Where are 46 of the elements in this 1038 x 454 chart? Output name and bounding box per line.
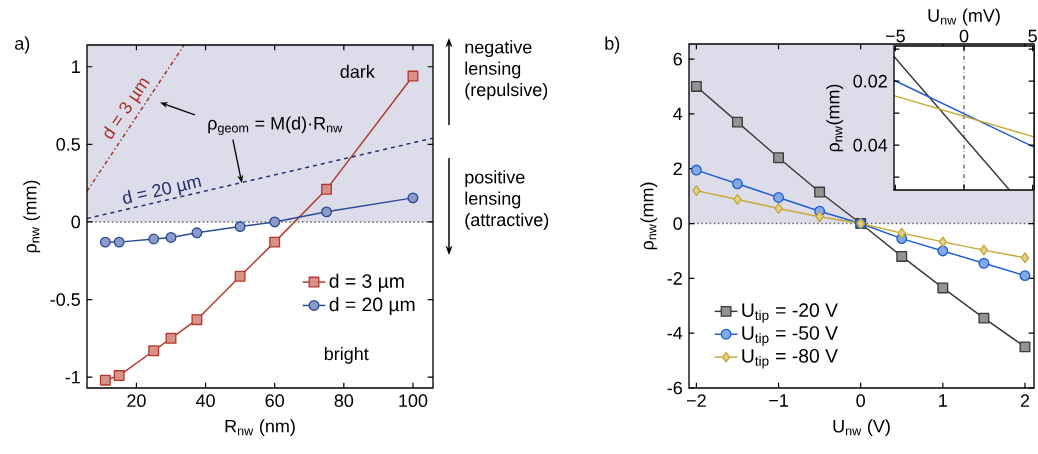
y-tick-label: 4 [673,107,683,121]
y-tick-label: 0 [71,215,81,229]
y-tick-label: 0 [673,217,683,230]
y-axis-title: ρ$_{nw}$(mm) [826,84,844,152]
y-tick-label: -0.5 [50,293,80,306]
x-tick-label: 60 [265,394,284,407]
x-axis-title: R$_{nw}$ (nm) [225,419,295,437]
chart-title: a) [15,36,30,54]
y-axis-title: ρ$_{nw}$(mm) [640,182,658,250]
annotation: dark [340,64,375,78]
y-tick-label: -6 [667,381,682,395]
chart-title: b) [605,36,620,54]
x-tick-label: −2 [687,394,706,407]
text: negative lensing (repulsive) [465,40,548,100]
x-axis-title: U$_{nw}$ (mV) [928,8,1000,26]
x-tick-label: 2 [1020,394,1030,407]
y-tick-label: -1 [65,370,80,384]
x-tick-label: 1 [939,394,947,407]
legend-label: U$_{tip}$ = -80 V [742,348,838,369]
y-axis-title: ρ$_{nw}$ (mm) [23,180,41,253]
y-tick-label: 0.04 [853,138,888,152]
legend-label: d = 20 µm [329,297,415,316]
x-tick-label: 0 [959,29,969,43]
annotation: bright [324,347,369,364]
y-tick-label: 6 [673,52,682,66]
x-tick-label: −1 [769,394,788,407]
x-tick-label: 80 [334,394,354,407]
text: positive lensing (attractive) [465,170,549,230]
x-tick-label: 100 [399,394,428,407]
x-tick-label: −5 [886,29,905,43]
x-axis-title: U$_{nw}$ (V) [833,419,890,437]
legend-label: U$_{tip}$ = -20 V [742,303,838,323]
y-tick-label: 2 [673,162,682,175]
x-tick-label: 5 [1028,29,1037,43]
x-tick-label: 40 [195,394,215,407]
annotation: d = 3 µm [104,78,150,139]
legend-label: d = 3 µm [329,273,404,292]
y-tick-label: 0.02 [853,74,887,88]
y-tick-label: -2 [667,272,682,285]
x-tick-label: 20 [127,394,146,407]
annotation: ρ$_{geom}$ = M(d)·R$_{nw}$ [208,116,343,135]
y-tick-label: 1 [72,60,80,73]
annotation: d = 20 µm [123,177,202,204]
legend-label: U$_{tip}$ = -50 V [742,326,838,346]
y-tick-label: -4 [667,326,683,340]
y-tick-label: 0.5 [56,137,80,151]
